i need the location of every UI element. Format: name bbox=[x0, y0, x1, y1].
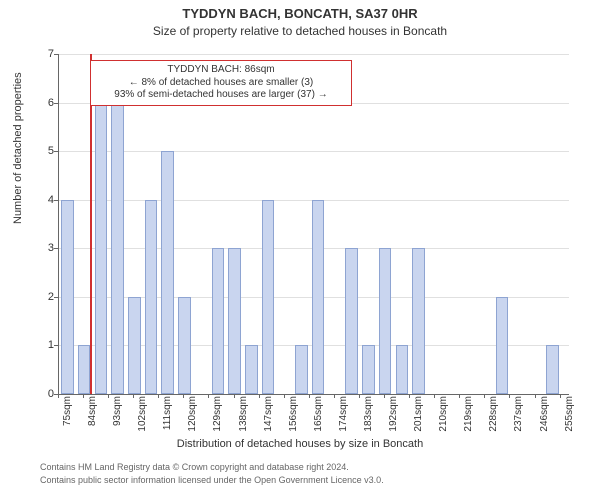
y-tick-mark bbox=[54, 248, 58, 249]
x-tick-mark bbox=[359, 394, 360, 398]
y-axis-label: Number of detached properties bbox=[12, 72, 24, 224]
x-tick-mark bbox=[560, 394, 561, 398]
x-tick-label: 228sqm bbox=[488, 396, 499, 436]
x-tick-mark bbox=[108, 394, 109, 398]
x-tick-label: 138sqm bbox=[238, 396, 249, 436]
x-tick-label: 192sqm bbox=[388, 396, 399, 436]
chart-subtitle: Size of property relative to detached ho… bbox=[0, 24, 600, 38]
bar bbox=[362, 345, 375, 394]
x-tick-label: 255sqm bbox=[564, 396, 575, 436]
x-tick-label: 219sqm bbox=[463, 396, 474, 436]
y-tick-label: 1 bbox=[34, 339, 54, 351]
bar bbox=[128, 297, 141, 394]
x-tick-label: 93sqm bbox=[112, 396, 123, 436]
x-tick-label: 84sqm bbox=[87, 396, 98, 436]
x-tick-mark bbox=[535, 394, 536, 398]
bar bbox=[295, 345, 308, 394]
x-tick-mark bbox=[509, 394, 510, 398]
bar bbox=[78, 345, 91, 394]
x-tick-label: 102sqm bbox=[137, 396, 148, 436]
bar bbox=[161, 151, 174, 394]
bar bbox=[345, 248, 358, 394]
x-tick-label: 147sqm bbox=[263, 396, 274, 436]
y-tick-label: 6 bbox=[34, 97, 54, 109]
x-axis-label: Distribution of detached houses by size … bbox=[0, 438, 600, 450]
bar bbox=[245, 345, 258, 394]
bar bbox=[178, 297, 191, 394]
y-tick-mark bbox=[54, 345, 58, 346]
bar bbox=[496, 297, 509, 394]
y-tick-label: 5 bbox=[34, 145, 54, 157]
x-tick-mark bbox=[58, 394, 59, 398]
x-tick-mark bbox=[284, 394, 285, 398]
y-tick-mark bbox=[54, 297, 58, 298]
x-tick-mark bbox=[384, 394, 385, 398]
annotation-line: TYDDYN BACH: 86sqm bbox=[96, 64, 346, 77]
x-tick-mark bbox=[208, 394, 209, 398]
x-tick-label: 237sqm bbox=[513, 396, 524, 436]
x-tick-label: 156sqm bbox=[288, 396, 299, 436]
bar bbox=[111, 103, 124, 394]
x-tick-label: 120sqm bbox=[187, 396, 198, 436]
x-tick-mark bbox=[83, 394, 84, 398]
x-tick-mark bbox=[259, 394, 260, 398]
gridline bbox=[59, 151, 569, 152]
bar bbox=[379, 248, 392, 394]
y-tick-label: 7 bbox=[34, 48, 54, 60]
x-tick-mark bbox=[334, 394, 335, 398]
x-tick-mark bbox=[434, 394, 435, 398]
x-tick-mark bbox=[309, 394, 310, 398]
x-tick-mark bbox=[183, 394, 184, 398]
y-tick-mark bbox=[54, 54, 58, 55]
bar bbox=[145, 200, 158, 394]
annotation-line: ← 8% of detached houses are smaller (3) bbox=[96, 77, 346, 90]
x-tick-mark bbox=[234, 394, 235, 398]
y-tick-mark bbox=[54, 103, 58, 104]
gridline bbox=[59, 54, 569, 55]
footer-line-1: Contains HM Land Registry data © Crown c… bbox=[40, 462, 580, 472]
y-tick-mark bbox=[54, 200, 58, 201]
x-tick-label: 210sqm bbox=[438, 396, 449, 436]
y-tick-mark bbox=[54, 151, 58, 152]
bar bbox=[546, 345, 559, 394]
y-tick-label: 3 bbox=[34, 242, 54, 254]
x-tick-label: 183sqm bbox=[363, 396, 374, 436]
bar bbox=[228, 248, 241, 394]
footer-line-2: Contains public sector information licen… bbox=[40, 475, 580, 485]
annotation-line: 93% of semi-detached houses are larger (… bbox=[96, 89, 346, 102]
x-tick-label: 165sqm bbox=[313, 396, 324, 436]
bar bbox=[396, 345, 409, 394]
y-tick-label: 2 bbox=[34, 291, 54, 303]
x-tick-label: 129sqm bbox=[212, 396, 223, 436]
chart-title: TYDDYN BACH, BONCATH, SA37 0HR bbox=[0, 6, 600, 21]
x-tick-label: 201sqm bbox=[413, 396, 424, 436]
x-tick-mark bbox=[459, 394, 460, 398]
y-tick-label: 4 bbox=[34, 194, 54, 206]
y-tick-label: 0 bbox=[34, 388, 54, 400]
x-tick-label: 246sqm bbox=[539, 396, 550, 436]
bar bbox=[61, 200, 74, 394]
bar bbox=[412, 248, 425, 394]
x-tick-mark bbox=[158, 394, 159, 398]
annotation-box: TYDDYN BACH: 86sqm← 8% of detached house… bbox=[90, 60, 352, 106]
x-tick-mark bbox=[133, 394, 134, 398]
bar bbox=[262, 200, 275, 394]
x-tick-mark bbox=[484, 394, 485, 398]
bar bbox=[95, 103, 108, 394]
x-tick-label: 111sqm bbox=[162, 396, 173, 436]
x-tick-label: 174sqm bbox=[338, 396, 349, 436]
x-tick-label: 75sqm bbox=[62, 396, 73, 436]
x-tick-mark bbox=[409, 394, 410, 398]
bar bbox=[212, 248, 225, 394]
bar bbox=[312, 200, 325, 394]
